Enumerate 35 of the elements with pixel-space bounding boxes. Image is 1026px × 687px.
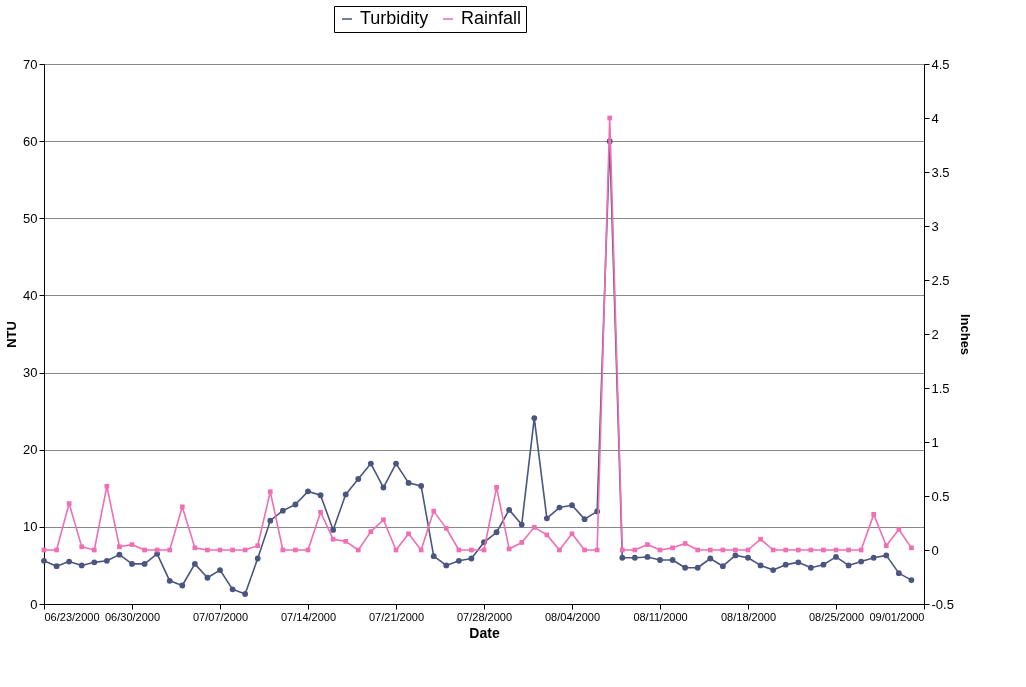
y2-tick-label: 2.5 bbox=[931, 272, 950, 288]
y2-tick-label: 1 bbox=[931, 434, 939, 450]
x-tick-label: 07/07/2000 bbox=[192, 610, 249, 623]
x-tick-label: 08/04/2000 bbox=[544, 610, 601, 623]
y-axis-title: NTU bbox=[4, 321, 20, 348]
y-tick-label: 10 bbox=[23, 519, 38, 535]
x-tick-label: 06/23/2000 bbox=[44, 610, 100, 623]
y-tick-label: 30 bbox=[23, 365, 38, 381]
y2-tick-label: 0.5 bbox=[931, 488, 950, 504]
y-tick-label: 20 bbox=[23, 442, 38, 458]
legend-label: Turbidity bbox=[360, 8, 429, 28]
y2-tick-label: 4.5 bbox=[931, 56, 950, 72]
legend-label: Rainfall bbox=[461, 8, 522, 28]
y2-tick-label: -0.5 bbox=[931, 596, 954, 612]
y-tick-label: 50 bbox=[23, 210, 38, 226]
x-tick-label: 07/28/2000 bbox=[456, 610, 513, 623]
y-tick-label: 0 bbox=[30, 596, 38, 612]
y2-tick-label: 2 bbox=[931, 326, 939, 342]
y2-tick-label: 3 bbox=[931, 218, 939, 234]
y-tick-label: 70 bbox=[23, 56, 38, 72]
y-tick-label: 40 bbox=[23, 287, 38, 303]
x-tick-label: 09/01/2000 bbox=[869, 610, 925, 623]
x-tick-label: 07/14/2000 bbox=[280, 610, 337, 623]
y-tick-label: 60 bbox=[23, 133, 38, 149]
x-axis-title: Date bbox=[469, 624, 500, 641]
x-tick-label: 07/21/2000 bbox=[368, 610, 425, 623]
x-tick-label: 06/30/2000 bbox=[104, 610, 161, 623]
y2-axis-title: Inches bbox=[957, 313, 973, 356]
y2-tick-label: 1.5 bbox=[931, 380, 950, 396]
y2-tick-label: 4 bbox=[931, 110, 939, 126]
x-tick-label: 08/25/2000 bbox=[808, 610, 865, 623]
y2-tick-label: 0 bbox=[931, 542, 939, 558]
x-tick-label: 08/18/2000 bbox=[720, 610, 777, 623]
y2-tick-label: 3.5 bbox=[931, 164, 950, 180]
x-tick-label: 08/11/2000 bbox=[633, 610, 688, 623]
